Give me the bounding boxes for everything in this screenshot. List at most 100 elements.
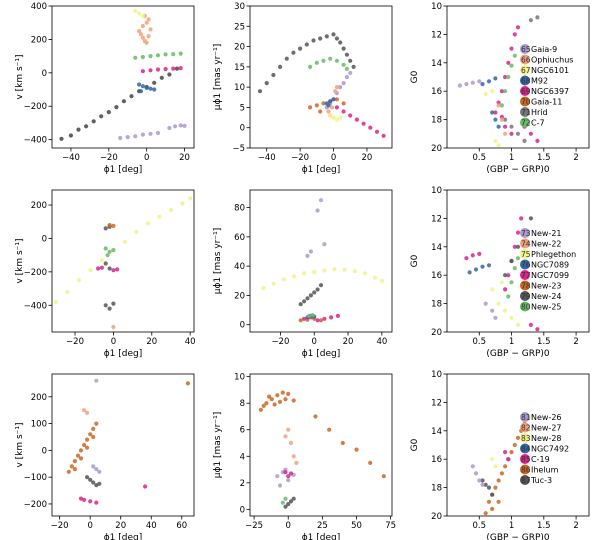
data-point xyxy=(344,74,349,80)
data-point xyxy=(280,390,285,395)
legend-number: 81 xyxy=(521,413,531,422)
y-tick-label: 18 xyxy=(431,116,442,126)
data-point xyxy=(368,125,373,130)
y-tick-label: 0 xyxy=(42,234,47,244)
data-point xyxy=(313,414,318,419)
y-tick-label: 200 xyxy=(31,35,47,45)
y-tick-label: 200 xyxy=(31,201,47,211)
y-tick-label: 12 xyxy=(431,398,442,408)
x-tick-label: 1 xyxy=(509,521,514,531)
data-point xyxy=(115,267,120,272)
data-point xyxy=(180,201,185,206)
data-point xyxy=(291,274,297,279)
y-tick-label: 15 xyxy=(234,63,245,73)
legend-number: 71 xyxy=(521,108,531,117)
data-point xyxy=(499,89,504,94)
data-point xyxy=(152,87,157,92)
data-point xyxy=(72,459,77,464)
x-tick-label: 20 xyxy=(115,521,126,531)
legend-number: 86 xyxy=(521,466,531,475)
data-point xyxy=(284,56,289,61)
y-tick-label: 10 xyxy=(431,186,442,196)
data-point xyxy=(152,80,157,85)
x-tick-label: 2 xyxy=(573,337,578,347)
data-point xyxy=(354,447,359,452)
panel-2: −40 −20 0 20 −5 0 5 10 15 20 25 30 ϕ1 [deg] μϕ1 [mas … xyxy=(213,2,393,175)
data-point xyxy=(178,123,183,128)
data-point xyxy=(275,393,280,398)
legend-number: 84 xyxy=(521,445,531,454)
y-axis-label: G0 xyxy=(410,438,420,451)
legend-marker xyxy=(520,96,530,107)
legend-marker xyxy=(520,422,530,433)
data-point xyxy=(354,117,359,122)
data-point xyxy=(515,435,521,440)
data-point xyxy=(503,124,508,129)
data-point xyxy=(528,18,534,23)
data-point xyxy=(106,110,111,115)
data-point xyxy=(107,306,112,311)
data-point xyxy=(483,91,488,97)
data-point xyxy=(528,216,534,221)
data-point xyxy=(288,440,294,446)
data-point xyxy=(261,286,266,291)
data-point xyxy=(144,85,149,90)
data-point xyxy=(348,113,353,118)
data-point xyxy=(140,69,145,74)
legend-label: Ophiuchus xyxy=(531,56,573,65)
data-point xyxy=(344,52,349,57)
data-point xyxy=(318,36,323,41)
data-point xyxy=(496,499,501,504)
y-tick-label: 18 xyxy=(431,484,442,494)
data-point xyxy=(312,290,317,295)
data-point xyxy=(467,270,472,275)
y-tick-label: −5 xyxy=(232,144,245,154)
y-axis-label: v [km s⁻¹] xyxy=(15,54,25,99)
legend-label: New-27 xyxy=(531,424,562,433)
legend-label: New-24 xyxy=(531,292,562,301)
data-point xyxy=(66,469,71,474)
legend-marker xyxy=(520,301,530,312)
y-axis-label: v [km s⁻¹] xyxy=(15,238,25,283)
data-point xyxy=(103,226,108,231)
data-point xyxy=(277,399,283,404)
data-point xyxy=(457,83,462,88)
data-point xyxy=(329,315,334,320)
y-axis-label: μϕ1 [mas yr⁻¹] xyxy=(213,412,223,479)
data-point xyxy=(140,132,145,137)
data-point xyxy=(291,496,296,501)
data-point xyxy=(140,23,145,29)
data-point xyxy=(133,8,138,14)
data-point xyxy=(477,251,482,256)
legend-marker xyxy=(520,454,530,464)
data-point xyxy=(315,208,320,213)
data-point xyxy=(288,471,294,476)
data-point xyxy=(286,427,291,432)
axes-frame xyxy=(446,373,590,517)
data-point xyxy=(298,46,303,51)
legend-marker xyxy=(520,75,530,86)
data-point xyxy=(493,315,498,320)
data-point xyxy=(321,58,326,63)
data-points xyxy=(53,196,193,330)
data-point xyxy=(155,130,161,136)
legend-number: 69 xyxy=(521,87,531,96)
data-point xyxy=(82,408,87,413)
data-point xyxy=(331,115,336,120)
data-point xyxy=(129,94,134,99)
y-tick-label: 2 xyxy=(240,479,245,489)
data-point xyxy=(506,273,511,278)
data-point xyxy=(178,66,183,71)
data-point xyxy=(298,318,303,323)
y-tick-label: 12 xyxy=(431,214,442,224)
legend-marker xyxy=(520,86,530,96)
data-point xyxy=(493,76,498,81)
data-point xyxy=(509,63,514,68)
data-point xyxy=(335,313,340,318)
data-point xyxy=(473,267,479,272)
x-tick-label: 2 xyxy=(573,521,578,531)
data-point xyxy=(512,442,517,448)
y-tick-label: 200 xyxy=(31,393,47,403)
